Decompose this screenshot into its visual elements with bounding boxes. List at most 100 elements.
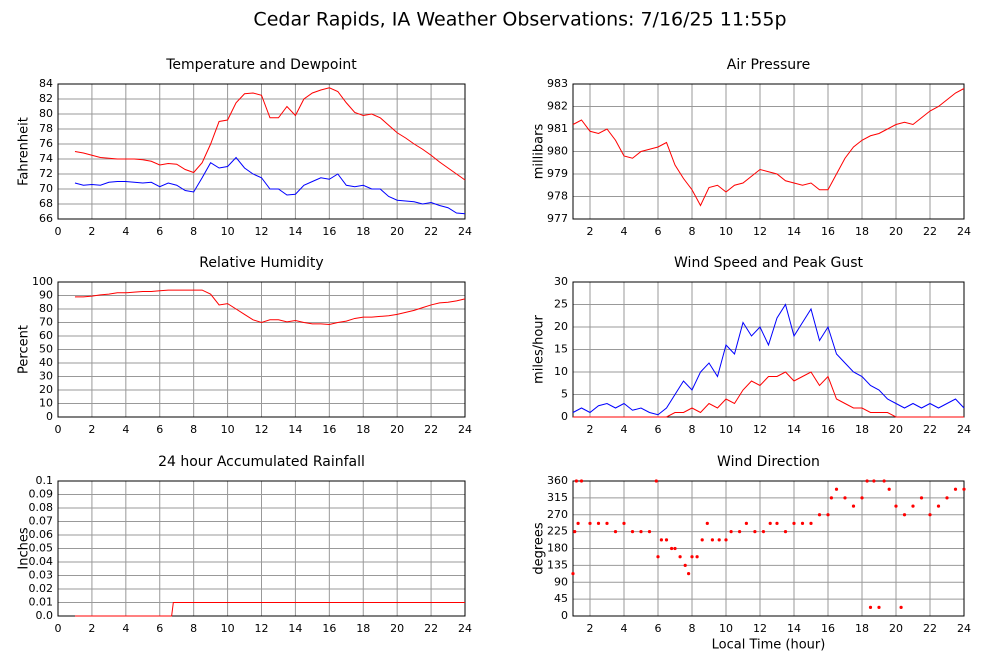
y-tick-label: 980 (547, 145, 568, 158)
x-tick-label: 4 (621, 622, 628, 635)
y-tick-label: 0.05 (29, 542, 54, 555)
x-tick-label: 14 (288, 423, 302, 436)
data-point (670, 546, 674, 551)
plot-frame (572, 281, 965, 418)
y-tick-label: 315 (547, 491, 568, 504)
chart-title: Air Pressure (727, 57, 810, 73)
x-tick-label: 6 (655, 622, 662, 635)
data-point (911, 504, 915, 508)
data-point (724, 538, 728, 542)
x-tick-label: 4 (621, 423, 628, 436)
y-tick-label: 20 (39, 383, 53, 396)
data-line (573, 371, 964, 418)
x-tick-label: 2 (88, 622, 95, 635)
data-point (882, 479, 886, 483)
y-tick-label: 45 (554, 592, 568, 605)
x-tick-label: 2 (88, 423, 95, 436)
data-point (860, 496, 864, 500)
data-point (622, 521, 626, 525)
data-point (690, 555, 694, 559)
x-tick-label: 8 (689, 423, 696, 436)
y-tick-label: 0.1 (36, 474, 54, 487)
y-tick-label: 90 (39, 289, 53, 302)
y-tick-label: 100 (32, 275, 53, 288)
data-point (834, 487, 839, 491)
data-point (919, 496, 924, 500)
chart-title: Relative Humidity (199, 255, 323, 271)
x-tick-label: 10 (221, 225, 235, 238)
data-point (872, 479, 876, 483)
x-tick-label: 10 (719, 622, 733, 635)
data-point (596, 521, 601, 525)
x-tick-label: 8 (689, 225, 696, 238)
y-tick-label: 80 (39, 107, 53, 120)
y-tick-label: 25 (554, 298, 568, 311)
x-tick-label: 12 (753, 423, 767, 436)
x-tick-label: 14 (288, 622, 302, 635)
data-point (729, 530, 733, 534)
x-tick-label: 6 (156, 622, 163, 635)
y-tick-label: 0.07 (29, 515, 54, 528)
y-tick-label: 70 (39, 316, 53, 329)
y-tick-label: 15 (554, 343, 568, 356)
data-point (809, 521, 813, 525)
x-tick-label: 18 (356, 423, 370, 436)
y-tick-label: 84 (39, 77, 53, 90)
y-tick-label: 0 (561, 609, 568, 622)
x-tick-label: 16 (821, 423, 835, 436)
y-tick-label: 82 (39, 92, 53, 105)
y-tick-label: 983 (547, 77, 568, 90)
x-tick-label: 0 (55, 622, 62, 635)
y-axis-label: Fahrenheit (17, 117, 32, 186)
x-tick-label: 24 (957, 225, 971, 238)
x-tick-label: 0 (55, 225, 62, 238)
data-point (659, 538, 664, 542)
data-point (639, 530, 643, 534)
data-point (613, 530, 618, 534)
x-tick-label: 22 (923, 622, 937, 635)
chart-title: Wind Direction (717, 454, 820, 470)
y-tick-label: 0.08 (29, 501, 54, 514)
y-tick-label: 76 (39, 137, 53, 150)
y-tick-label: 72 (39, 167, 53, 180)
y-tick-label: 270 (547, 508, 568, 521)
data-line (572, 303, 965, 416)
x-tick-label: 14 (787, 622, 801, 635)
y-tick-label: 225 (547, 525, 568, 538)
data-point (753, 530, 757, 534)
data-point (902, 513, 907, 517)
data-point (865, 479, 869, 483)
data-point (761, 530, 766, 534)
data-point (705, 521, 709, 525)
data-point (851, 504, 856, 508)
x-tick-label: 24 (957, 622, 971, 635)
x-tick-label: 4 (621, 225, 628, 238)
data-point (962, 487, 966, 491)
x-tick-label: 4 (122, 423, 129, 436)
data-point (576, 521, 580, 525)
data-point (700, 538, 704, 542)
y-tick-label: 50 (39, 343, 53, 356)
x-tick-label: 12 (255, 423, 269, 436)
x-tick-label: 6 (156, 423, 163, 436)
data-point (573, 530, 577, 534)
plot-frame (57, 480, 466, 617)
data-point (783, 530, 788, 534)
x-tick-label: 8 (689, 622, 696, 635)
data-point (936, 504, 941, 508)
x-tick-label: 18 (356, 622, 370, 635)
x-tick-label: 20 (889, 622, 903, 635)
x-tick-label: 10 (719, 225, 733, 238)
x-tick-label: 16 (821, 622, 835, 635)
y-tick-label: 982 (547, 100, 568, 113)
x-tick-label: 16 (322, 622, 336, 635)
y-tick-label: 0.06 (29, 528, 54, 541)
x-tick-label: 16 (322, 423, 336, 436)
x-tick-label: 2 (587, 622, 594, 635)
y-tick-label: 10 (554, 365, 568, 378)
data-point (579, 479, 584, 483)
chart-title: Wind Speed and Peak Gust (674, 255, 863, 271)
x-tick-label: 6 (156, 225, 163, 238)
y-tick-label: 30 (39, 370, 53, 383)
